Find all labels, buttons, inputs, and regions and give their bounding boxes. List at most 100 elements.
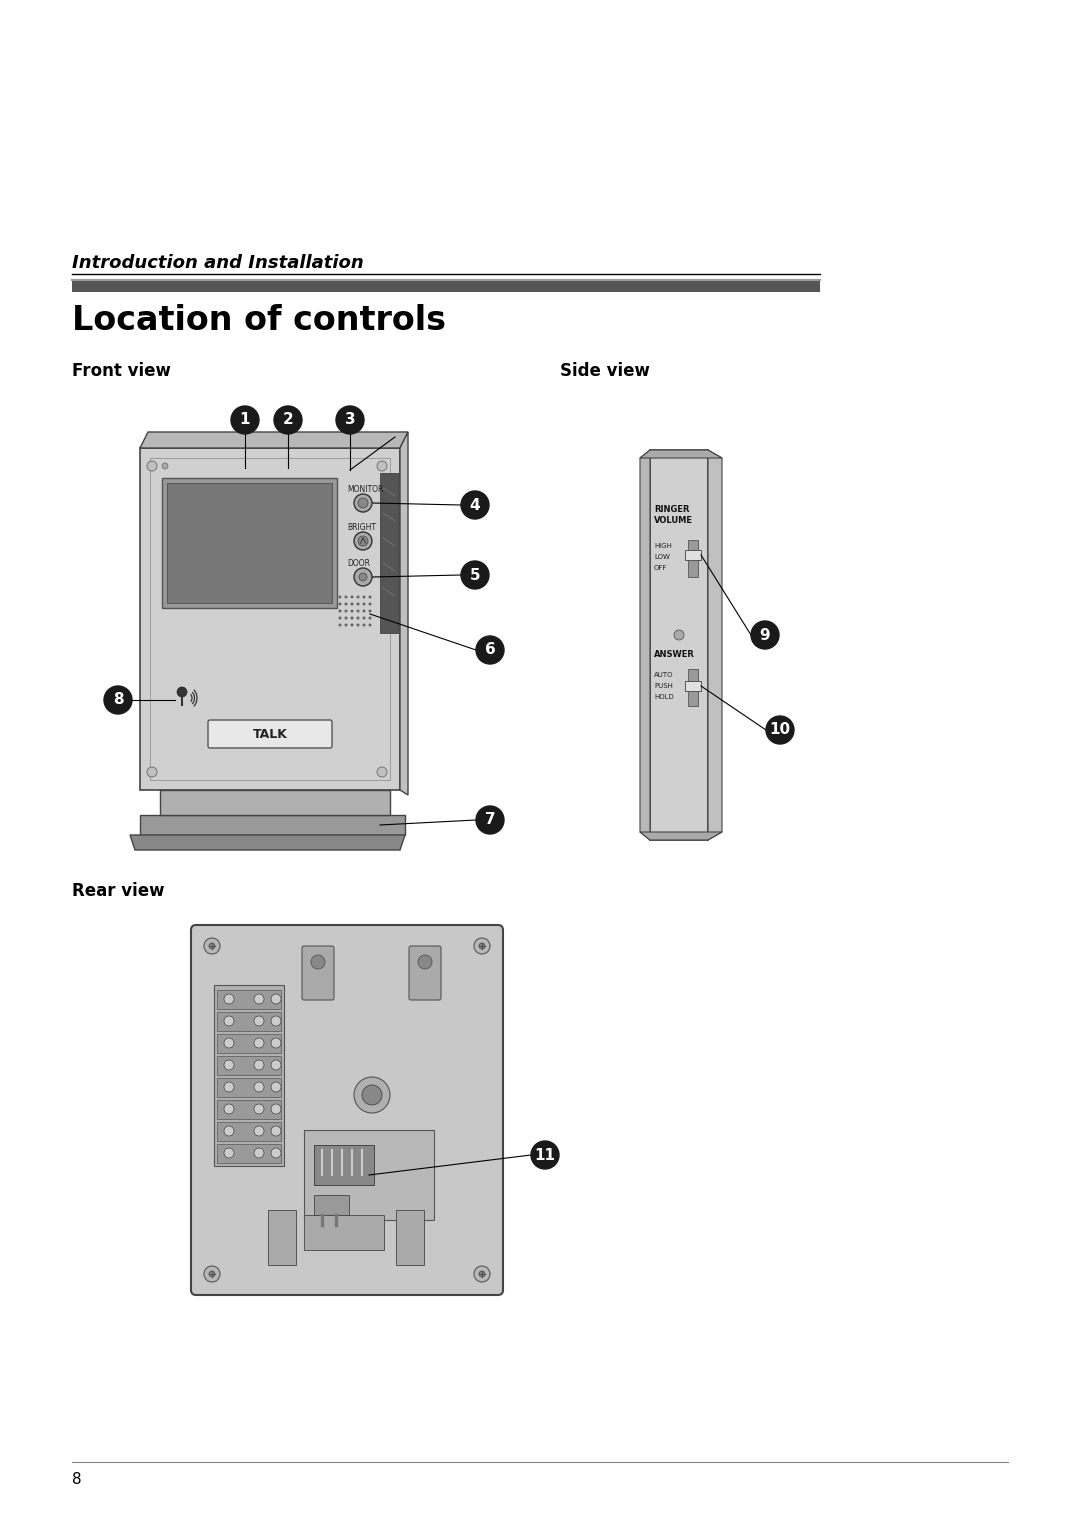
Circle shape (461, 561, 489, 588)
Circle shape (224, 1148, 234, 1158)
Text: Side view: Side view (561, 362, 650, 380)
Bar (314, 1144, 374, 1186)
Circle shape (474, 1267, 490, 1282)
Circle shape (254, 1148, 264, 1158)
Text: MONITOR: MONITOR (347, 484, 383, 494)
Text: Rear view: Rear view (72, 882, 164, 900)
Circle shape (674, 630, 684, 640)
Circle shape (363, 623, 365, 626)
Bar (268, 1210, 296, 1265)
Circle shape (363, 602, 365, 605)
Bar (396, 1210, 424, 1265)
Text: BRIGHT: BRIGHT (347, 523, 376, 532)
Circle shape (351, 616, 353, 619)
Circle shape (224, 1060, 234, 1070)
Circle shape (354, 494, 372, 512)
Bar (217, 1077, 281, 1097)
Circle shape (224, 995, 234, 1004)
Circle shape (377, 461, 387, 471)
Circle shape (362, 1085, 382, 1105)
Circle shape (254, 1126, 264, 1135)
Circle shape (224, 1038, 234, 1048)
Circle shape (351, 602, 353, 605)
Circle shape (357, 536, 368, 545)
Circle shape (162, 463, 168, 469)
Circle shape (271, 1105, 281, 1114)
Bar (303, 1215, 384, 1250)
Text: 6: 6 (485, 642, 496, 657)
Circle shape (224, 1126, 234, 1135)
Circle shape (368, 602, 372, 605)
Bar (72, 280, 820, 292)
Text: PUSH: PUSH (654, 683, 673, 689)
Circle shape (104, 686, 132, 714)
Text: Introduction and Installation: Introduction and Installation (72, 254, 364, 272)
Circle shape (474, 938, 490, 953)
Circle shape (210, 1271, 215, 1277)
Text: 4: 4 (470, 498, 481, 512)
Text: Location of controls: Location of controls (72, 304, 446, 338)
Circle shape (345, 616, 348, 619)
Circle shape (368, 610, 372, 613)
Polygon shape (140, 432, 408, 448)
Circle shape (418, 955, 432, 969)
Circle shape (271, 995, 281, 1004)
Text: OFF: OFF (654, 565, 667, 571)
Text: TALK: TALK (253, 727, 287, 741)
Circle shape (356, 623, 360, 626)
Text: 8: 8 (112, 692, 123, 707)
Circle shape (351, 596, 353, 599)
Circle shape (359, 573, 367, 581)
Text: 5: 5 (470, 567, 481, 582)
Polygon shape (640, 833, 723, 840)
Circle shape (338, 616, 341, 619)
Circle shape (271, 1082, 281, 1093)
Bar (303, 1131, 434, 1219)
Circle shape (345, 596, 348, 599)
Text: 8: 8 (72, 1471, 82, 1487)
Circle shape (338, 596, 341, 599)
Circle shape (271, 1016, 281, 1025)
Circle shape (254, 995, 264, 1004)
Bar (685, 550, 701, 559)
Bar (150, 458, 390, 779)
Text: 7: 7 (485, 813, 496, 828)
Circle shape (338, 602, 341, 605)
Circle shape (354, 1077, 390, 1112)
Text: LOW: LOW (654, 555, 670, 559)
Bar (217, 1122, 281, 1141)
Text: HIGH: HIGH (654, 542, 672, 549)
Bar (167, 483, 332, 604)
Bar (217, 1144, 281, 1163)
Circle shape (254, 1082, 264, 1093)
Circle shape (356, 602, 360, 605)
Circle shape (354, 532, 372, 550)
FancyBboxPatch shape (208, 720, 332, 749)
Circle shape (231, 406, 259, 434)
Text: 1: 1 (240, 413, 251, 428)
Circle shape (177, 688, 187, 697)
Circle shape (461, 490, 489, 520)
Circle shape (345, 602, 348, 605)
Circle shape (271, 1038, 281, 1048)
Circle shape (531, 1141, 559, 1169)
Polygon shape (640, 451, 723, 458)
Circle shape (204, 1267, 220, 1282)
Bar (685, 681, 701, 691)
Circle shape (204, 938, 220, 953)
Circle shape (224, 1105, 234, 1114)
Circle shape (254, 1038, 264, 1048)
Bar (217, 990, 281, 1008)
Circle shape (368, 623, 372, 626)
Circle shape (751, 620, 779, 649)
Circle shape (271, 1060, 281, 1070)
Circle shape (480, 943, 485, 949)
Text: 10: 10 (769, 723, 791, 738)
Circle shape (476, 805, 504, 834)
Circle shape (147, 767, 157, 778)
Circle shape (254, 1016, 264, 1025)
Bar (162, 478, 337, 608)
Polygon shape (708, 451, 723, 840)
Bar (688, 539, 698, 578)
Circle shape (476, 636, 504, 665)
